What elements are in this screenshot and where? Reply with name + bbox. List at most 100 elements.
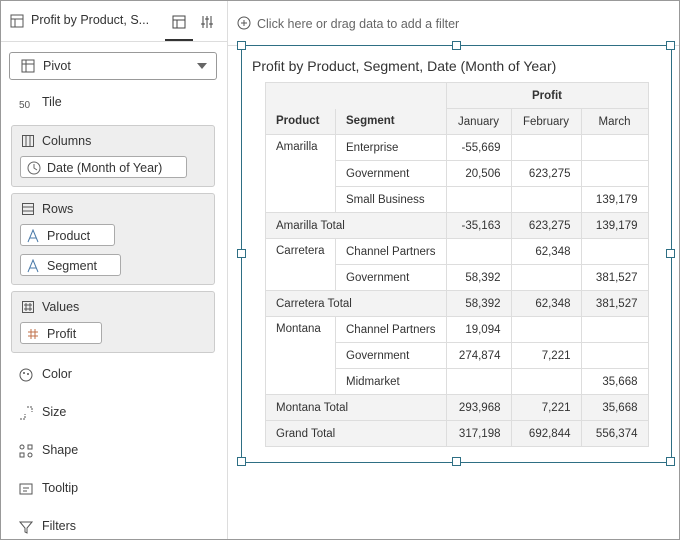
cell bbox=[445, 238, 512, 265]
tab-icon bbox=[10, 14, 24, 28]
cell: 139,179 bbox=[580, 186, 649, 213]
pill[interactable]: Segment bbox=[20, 254, 121, 276]
cell: 58,392 bbox=[445, 290, 512, 317]
cell: Carretera Total bbox=[265, 290, 447, 317]
cell: Government bbox=[335, 342, 447, 369]
cell bbox=[445, 368, 512, 395]
cell bbox=[265, 82, 447, 109]
total-row: Amarilla Total -35,163 623,275 139,179 bbox=[265, 212, 649, 239]
cell bbox=[580, 238, 649, 265]
pill-label: Segment bbox=[47, 259, 98, 273]
cell: Enterprise bbox=[335, 134, 447, 161]
cell: 20,506 bbox=[445, 160, 512, 187]
resize-handle bbox=[666, 249, 675, 258]
resize-handle bbox=[666, 457, 675, 466]
panel-item[interactable]: Size bbox=[19, 405, 66, 423]
pill-label: Product bbox=[47, 229, 91, 243]
tile-item[interactable]: 50 Tile bbox=[19, 95, 62, 113]
label: Tooltip bbox=[42, 481, 79, 495]
cell: Montana Total bbox=[265, 394, 447, 421]
panel-item[interactable]: Shape bbox=[19, 443, 78, 461]
data-row: Small Business 139,179 bbox=[266, 186, 649, 213]
grammar-tab[interactable] bbox=[165, 9, 193, 42]
icon bbox=[19, 368, 33, 382]
cell: Product bbox=[265, 108, 336, 135]
cell: January bbox=[445, 108, 512, 135]
pill[interactable]: Date (Month of Year) bbox=[20, 156, 187, 178]
cell bbox=[580, 316, 649, 343]
filter-bar[interactable]: Click here or drag data to add a filter bbox=[228, 1, 679, 46]
cell: Midmarket bbox=[335, 368, 447, 395]
icon bbox=[18, 521, 34, 534]
label: Filters bbox=[42, 519, 77, 533]
icon bbox=[20, 406, 33, 420]
label: Values bbox=[42, 300, 80, 314]
properties-tab[interactable] bbox=[200, 15, 214, 29]
columns-box[interactable]: Columns Date (Month of Year) bbox=[11, 125, 215, 187]
cell: 556,374 bbox=[580, 420, 649, 447]
resize-handle bbox=[237, 249, 246, 258]
cell: 381,527 bbox=[580, 264, 649, 291]
cell: 19,094 bbox=[445, 316, 512, 343]
resize-handle bbox=[237, 457, 246, 466]
pivot-table: Profit Product Segment January February March… bbox=[265, 82, 649, 447]
cell bbox=[580, 160, 649, 187]
cell: Government bbox=[335, 264, 447, 291]
cell bbox=[510, 368, 582, 395]
grand-total-row: Grand Total 317,198 692,844 556,374 bbox=[265, 420, 649, 447]
cell bbox=[580, 134, 649, 161]
cell: 139,179 bbox=[580, 212, 649, 239]
data-row: Carretera Channel Partners 62,348 bbox=[265, 238, 649, 291]
cell: Channel Partners bbox=[335, 238, 447, 265]
cell: Carretera bbox=[265, 238, 336, 291]
cell bbox=[510, 264, 582, 291]
data-row: Montana Channel Partners 19,094 bbox=[265, 316, 649, 395]
cell: 7,221 bbox=[510, 394, 582, 421]
pill-label: Profit bbox=[47, 327, 77, 341]
cell bbox=[510, 186, 582, 213]
label: Shape bbox=[42, 443, 79, 457]
pill[interactable]: Profit bbox=[20, 322, 102, 344]
header-row: Product Segment January February March bbox=[265, 108, 649, 135]
values-box[interactable]: Values Profit bbox=[11, 291, 215, 353]
cell bbox=[510, 316, 582, 343]
cell: 692,844 bbox=[510, 420, 582, 447]
header-row: Profit bbox=[265, 82, 649, 109]
label: Color bbox=[42, 367, 72, 381]
total-row: Carretera Total 58,392 62,348 381,527 bbox=[265, 290, 649, 317]
resize-handle bbox=[237, 41, 246, 50]
cell bbox=[445, 186, 512, 213]
panel-item[interactable]: Tooltip bbox=[19, 481, 78, 499]
cell: Amarilla bbox=[265, 134, 336, 213]
cell: Small Business bbox=[335, 186, 447, 213]
cell: Government bbox=[335, 160, 447, 187]
data-row: Government 58,392 381,527 bbox=[266, 264, 649, 291]
cell: 293,968 bbox=[445, 394, 512, 421]
panel-item[interactable]: Filters bbox=[18, 519, 76, 537]
cell bbox=[510, 134, 582, 161]
pill[interactable]: Product bbox=[20, 224, 115, 246]
data-row: Amarilla Enterprise -55,669 bbox=[265, 134, 649, 213]
sidebar: Profit by Product, S... Pivot 50 Tile Col… bbox=[1, 1, 228, 539]
cell: Amarilla Total bbox=[265, 212, 447, 239]
cell: 623,275 bbox=[510, 160, 582, 187]
cell: Grand Total bbox=[265, 420, 447, 447]
viz-type: Pivot bbox=[43, 59, 71, 73]
label: Size bbox=[42, 405, 67, 419]
panel-item[interactable]: Color bbox=[19, 367, 72, 385]
filter-hint: Click here or drag data to add a filter bbox=[257, 17, 460, 31]
cell: 381,527 bbox=[580, 290, 649, 317]
cell: 35,668 bbox=[580, 394, 649, 421]
resize-handle bbox=[666, 41, 675, 50]
label: Rows bbox=[42, 202, 74, 216]
data-row: Government 274,874 7,221 bbox=[266, 342, 649, 369]
cell: February bbox=[510, 108, 582, 135]
cell: 58,392 bbox=[445, 264, 512, 291]
cell: 274,874 bbox=[445, 342, 512, 369]
viz-type-dropdown[interactable]: Pivot bbox=[9, 52, 217, 80]
resize-handle bbox=[452, 457, 461, 466]
rows-box[interactable]: Rows Product Segment bbox=[11, 193, 215, 285]
cell: Segment bbox=[335, 108, 447, 135]
tab-title[interactable]: Profit by Product, S... bbox=[31, 13, 150, 27]
